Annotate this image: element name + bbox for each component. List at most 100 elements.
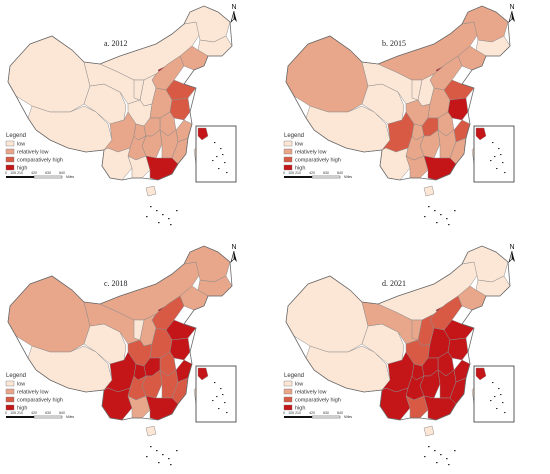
inset-island <box>212 160 214 162</box>
scale-tick-label: 105 <box>10 171 16 175</box>
scale-tick-label: 210 <box>295 171 301 175</box>
inset-island <box>220 388 222 390</box>
inset-island <box>496 168 498 170</box>
legend-swatch-high <box>5 164 15 171</box>
province-xinjiang <box>7 35 91 113</box>
province-guangxi <box>405 395 429 419</box>
island-mark <box>454 210 456 212</box>
north-arrow-right <box>234 11 237 22</box>
scale-tick-label: 0 <box>5 171 7 175</box>
legend: Legend low relatively low comparatively hig… <box>5 373 63 412</box>
island-mark <box>436 222 438 224</box>
province-guangxi <box>405 155 429 179</box>
north-arrow: N <box>230 4 237 24</box>
island-mark <box>424 456 426 458</box>
scale-bar-dark <box>284 416 312 418</box>
inset-island <box>224 162 226 164</box>
inset-mainland <box>197 127 209 141</box>
north-arrow: N <box>508 244 515 264</box>
province-yunnan <box>379 387 411 421</box>
north-arrow: N <box>508 4 515 24</box>
legend-label-comparatively-high: comparatively high <box>17 398 63 404</box>
island-mark <box>146 456 148 458</box>
province-guangdong <box>423 395 457 421</box>
scale-tick-label: 105 <box>288 171 294 175</box>
island-mark <box>170 464 172 466</box>
province-hainan <box>423 425 435 437</box>
scale-tick-label: 210 <box>295 411 301 415</box>
island-mark <box>170 224 172 226</box>
island-mark <box>150 446 152 448</box>
scale-tick-label: 420 <box>31 171 37 175</box>
island-mark <box>448 224 450 226</box>
inset-island <box>222 154 224 156</box>
province-xinjiang <box>7 275 91 353</box>
year-label: a. 2012 <box>104 39 128 48</box>
inset-island <box>226 412 228 414</box>
scale-tick-label: 840 <box>337 411 343 415</box>
island-mark <box>162 454 164 456</box>
inset-island <box>226 172 228 174</box>
island-mark <box>454 450 456 452</box>
province-hainan <box>145 185 157 197</box>
scale-tick-label: 630 <box>323 171 329 175</box>
legend-swatch-comparatively-high <box>283 156 293 163</box>
map-a <box>7 5 233 197</box>
north-arrow-label: N <box>231 4 236 11</box>
island-mark <box>176 450 178 452</box>
legend-label-high: high <box>295 166 305 172</box>
island-mark <box>176 210 178 212</box>
map-svg-c: Nc. 2018 Legend low relatively low comparati… <box>5 244 237 466</box>
inset-mainland <box>197 367 209 381</box>
year-label: d. 2021 <box>382 279 406 288</box>
island-mark <box>162 214 164 216</box>
legend-title: Legend <box>284 133 304 139</box>
year-label: b. 2015 <box>382 39 406 48</box>
south-islands <box>146 446 178 466</box>
north-arrow-label: N <box>509 4 514 11</box>
map-svg-d: Nd. 2021 Legend low relatively low comparati… <box>283 244 515 466</box>
inset-island <box>212 400 214 402</box>
legend-label-comparatively-high: comparatively high <box>17 158 63 164</box>
scale-unit: Miles <box>344 175 352 179</box>
island-mark <box>158 222 160 224</box>
inset-island <box>490 160 492 162</box>
legend-swatch-low <box>5 380 15 387</box>
legend-title: Legend <box>6 373 26 379</box>
legend-swatch-comparatively-high <box>283 396 293 403</box>
scale-tick-label: 210 <box>17 411 23 415</box>
scale-tick-label: 630 <box>45 171 51 175</box>
legend-label-high: high <box>295 406 305 412</box>
legend: Legend low relatively low comparatively hig… <box>283 373 341 412</box>
inset-island <box>214 142 216 144</box>
north-arrow-label: N <box>231 244 236 251</box>
province-guangxi <box>127 155 151 179</box>
south-islands <box>424 446 456 466</box>
map-c <box>7 245 233 437</box>
scale-tick-label: 420 <box>309 171 315 175</box>
north-arrow-left <box>230 250 235 264</box>
map-b <box>285 5 511 197</box>
inset-island <box>220 148 222 150</box>
island-mark <box>440 214 442 216</box>
scale-tick-label: 105 <box>10 411 16 415</box>
scale-tick-label: 630 <box>45 411 51 415</box>
scale-bar-dark <box>6 176 34 178</box>
scale-bar-light <box>33 415 63 419</box>
province-guangxi <box>127 395 151 419</box>
scale-tick-label: 420 <box>31 411 37 415</box>
inset-mainland <box>475 367 487 381</box>
island-mark <box>434 450 436 452</box>
scale-tick-label: 0 <box>5 411 7 415</box>
province-guangdong <box>145 395 179 421</box>
island-mark <box>428 206 430 208</box>
inset-island <box>494 156 496 158</box>
china-outline <box>7 245 233 421</box>
map-svg-b: Nb. 2015 Legend low relatively low comparati… <box>283 4 515 226</box>
